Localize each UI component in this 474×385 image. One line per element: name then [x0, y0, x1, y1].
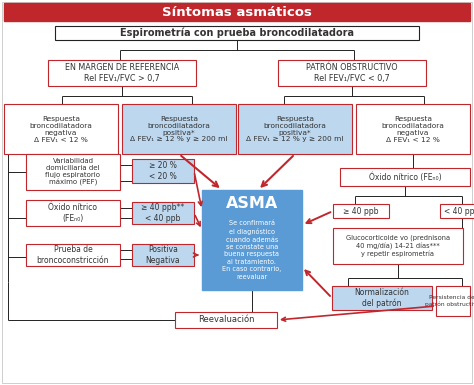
FancyBboxPatch shape — [4, 3, 470, 21]
FancyBboxPatch shape — [4, 104, 118, 154]
FancyBboxPatch shape — [132, 244, 194, 266]
Text: Variabilidad
domiciliaria del
flujo espiratorio
máximo (PEF): Variabilidad domiciliaria del flujo espi… — [46, 158, 100, 186]
Text: ≥ 40 ppb: ≥ 40 ppb — [343, 206, 379, 216]
FancyBboxPatch shape — [332, 286, 432, 310]
FancyBboxPatch shape — [440, 204, 474, 218]
Text: Espirometría con prueba broncodilatadora: Espirometría con prueba broncodilatadora — [120, 28, 354, 38]
Text: Respuesta
broncodilatadora
negativa
Δ FEV₁ < 12 %: Respuesta broncodilatadora negativa Δ FE… — [382, 116, 445, 142]
FancyBboxPatch shape — [340, 168, 470, 186]
Text: Síntomas asmáticos: Síntomas asmáticos — [162, 5, 312, 18]
FancyBboxPatch shape — [132, 159, 194, 183]
FancyBboxPatch shape — [436, 286, 470, 316]
Text: Respuesta
broncodilatadora
negativa
Δ FEV₁ < 12 %: Respuesta broncodilatadora negativa Δ FE… — [29, 116, 92, 142]
Text: Persistencia del
patrón obstructivo: Persistencia del patrón obstructivo — [425, 295, 474, 307]
Text: Se confirmará
el diagnóstico
cuando además
se constate una
buena respuesta
al tr: Se confirmará el diagnóstico cuando adem… — [222, 221, 282, 280]
Text: Positiva
Negativa: Positiva Negativa — [146, 245, 180, 265]
Text: EN MARGEN DE REFERENCIA
Rel FEV₁/FVC > 0,7: EN MARGEN DE REFERENCIA Rel FEV₁/FVC > 0… — [65, 63, 179, 83]
Text: Respuesta
broncodilatadora
positiva*
Δ FEV₁ ≥ 12 % y ≥ 200 ml: Respuesta broncodilatadora positiva* Δ F… — [246, 116, 344, 142]
Text: < 40 ppb: < 40 ppb — [444, 206, 474, 216]
FancyBboxPatch shape — [356, 104, 470, 154]
FancyBboxPatch shape — [132, 202, 194, 224]
Text: ≥ 40 ppb**
< 40 ppb: ≥ 40 ppb** < 40 ppb — [141, 203, 185, 223]
FancyBboxPatch shape — [26, 244, 120, 266]
Text: Óxido nítrico (FEₙ₀): Óxido nítrico (FEₙ₀) — [369, 172, 441, 182]
FancyBboxPatch shape — [238, 104, 352, 154]
FancyBboxPatch shape — [175, 312, 277, 328]
Text: Prueba de
broncoconstricción: Prueba de broncoconstricción — [37, 245, 109, 265]
FancyBboxPatch shape — [278, 60, 426, 86]
Text: ≥ 20 %
< 20 %: ≥ 20 % < 20 % — [149, 161, 177, 181]
FancyBboxPatch shape — [48, 60, 196, 86]
Text: PATRÓN OBSTRUCTIVO
Rel FEV₁/FVC < 0,7: PATRÓN OBSTRUCTIVO Rel FEV₁/FVC < 0,7 — [306, 63, 398, 83]
FancyBboxPatch shape — [333, 228, 463, 264]
Text: ASMA: ASMA — [226, 196, 278, 211]
Text: Óxido nítrico
(FEₙ₀): Óxido nítrico (FEₙ₀) — [48, 203, 98, 223]
FancyBboxPatch shape — [55, 26, 419, 40]
Text: Glucocorticoide vo (prednisona
40 mg/día) 14-21 días***
y repetir espirometría: Glucocorticoide vo (prednisona 40 mg/día… — [346, 235, 450, 257]
Text: Normalización
del patrón: Normalización del patrón — [355, 288, 410, 308]
FancyBboxPatch shape — [202, 190, 302, 290]
FancyBboxPatch shape — [26, 154, 120, 190]
Text: Respuesta
broncodilatadora
positiva*
Δ FEV₁ ≥ 12 % y ≥ 200 ml: Respuesta broncodilatadora positiva* Δ F… — [130, 116, 228, 142]
Text: Reevaluación: Reevaluación — [198, 315, 254, 325]
FancyBboxPatch shape — [122, 104, 236, 154]
FancyBboxPatch shape — [26, 200, 120, 226]
FancyBboxPatch shape — [333, 204, 389, 218]
